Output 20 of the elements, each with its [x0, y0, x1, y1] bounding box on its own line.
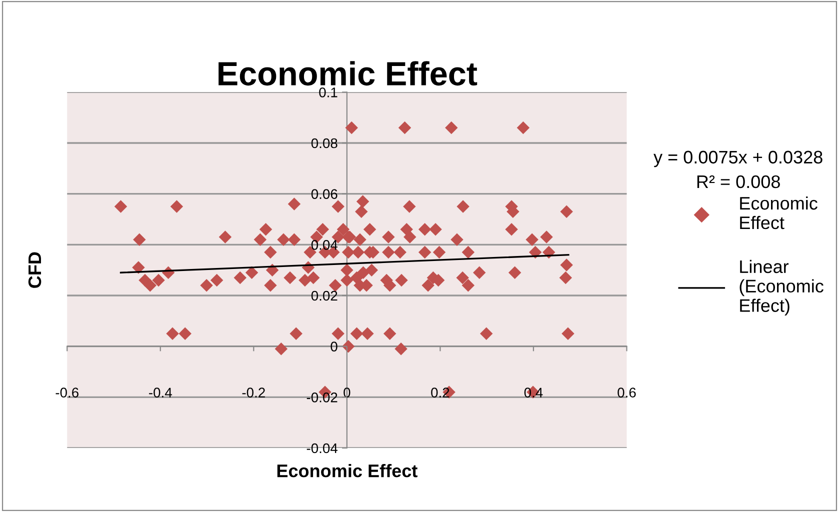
chart-title: Economic Effect — [218, 61, 478, 86]
x-tick-label: 0 — [344, 388, 350, 398]
legend-label: Economic Effect — [740, 196, 818, 230]
text: R² = 0.008 — [697, 175, 780, 188]
y-tick-label: 0.08 — [311, 138, 338, 148]
x-tick-label: 0.6 — [618, 388, 636, 398]
y-tick-label: -0.02 — [306, 392, 338, 402]
x-tick-label: -0.4 — [149, 388, 172, 398]
x-tick-label: -0.6 — [56, 388, 78, 398]
y-tick-label: -0.04 — [306, 443, 338, 454]
text: y = 0.0075x + 0.0328 — [654, 150, 822, 168]
y-tick-label: 0 — [330, 342, 338, 352]
y-axis-title: CFD — [28, 252, 42, 288]
x-axis-title: Economic Effect — [277, 464, 418, 478]
x-tick-label: -0.2 — [242, 388, 265, 398]
y-tick-label: 0.1 — [319, 87, 338, 98]
y-tick-label: 0.04 — [311, 240, 338, 250]
y-tick-label: 0.02 — [311, 290, 338, 301]
legend-label: Linear (Economic Effect) — [740, 260, 824, 316]
y-tick-label: 0.06 — [311, 189, 338, 199]
